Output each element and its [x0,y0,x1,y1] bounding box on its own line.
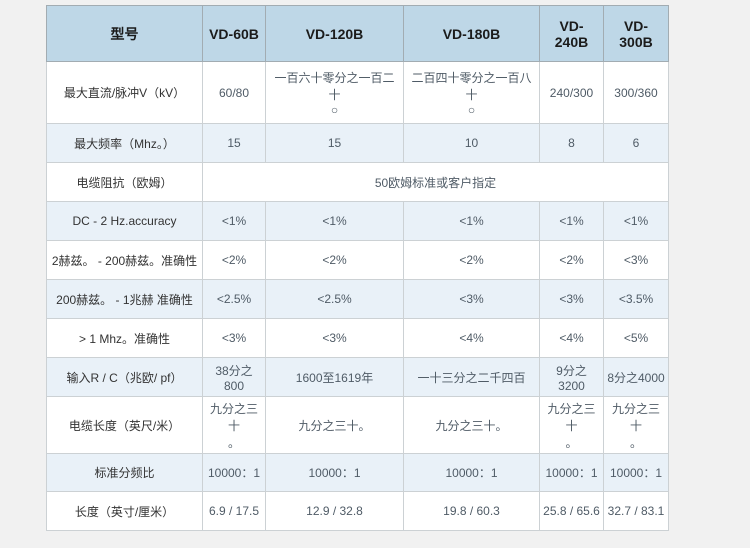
spec-value-cell: <1% [603,201,669,241]
spec-value-cell: 25.8 / 65.6 [539,491,604,531]
column-header-vd-60b: VD-60B [202,5,266,62]
spec-value-cell: <2.5% [202,279,266,319]
column-header-vd-240b: VD- 240B [539,5,604,62]
spec-value-cell: <2% [539,240,604,280]
spec-value-cell: 九分之三十 。 [603,396,669,454]
table-row-standard-division-ratio: 标准分频比 10000：1 10000：1 10000：1 10000：1 10… [46,453,669,492]
table-row-cable-impedance: 电缆阻抗（欧姆） 50欧姆标准或客户指定 [46,162,669,202]
spec-value-cell: <3% [539,279,604,319]
spec-value-cell: 9分之3200 [539,357,604,397]
spec-value-cell: <4% [403,318,540,358]
spec-value-cell: 一百六十零分之一百二十 ○ [265,61,404,124]
spec-value-cell: 15 [202,123,266,163]
spec-value-cell: <3% [603,240,669,280]
product-spec-table: 型号 VD-60B VD-120B VD-180B VD- 240B VD- 3… [46,5,669,531]
spec-value-cell: 6 [603,123,669,163]
spec-value-cell: 240/300 [539,61,604,124]
row-label: 200赫兹。 - 1兆赫 准确性 [46,279,203,319]
model-header: 型号 [46,5,203,62]
row-label: 标准分频比 [46,453,203,492]
spec-value-cell: <2% [265,240,404,280]
spec-value-cell: 九分之三十 。 [539,396,604,454]
spec-value-cell: <1% [539,201,604,241]
spec-table-container: 型号 VD-60B VD-120B VD-180B VD- 240B VD- 3… [46,5,669,531]
spec-value-cell: 38分之800 [202,357,266,397]
spec-value-cell: 1600至1619年 [265,357,404,397]
spec-value-cell: <2% [202,240,266,280]
spec-value-cell: 10000：1 [603,453,669,492]
table-row-length: 长度（英寸/厘米） 6.9 / 17.5 12.9 / 32.8 19.8 / … [46,491,669,531]
spec-value-cell: 10000：1 [403,453,540,492]
row-label: 最大直流/脉冲V（kV） [46,61,203,124]
row-label: 长度（英寸/厘米） [46,491,203,531]
spec-value-cell: 九分之三十 。 [202,396,266,454]
row-label: 电缆阻抗（欧姆） [46,162,203,202]
spec-value-cell: <3% [403,279,540,319]
spec-value-cell: <2.5% [265,279,404,319]
row-label: > 1 Mhz。准确性 [46,318,203,358]
spec-value-cell: <2% [403,240,540,280]
spec-value-cell: 15 [265,123,404,163]
spec-value-cell: <3% [265,318,404,358]
table-row-max-dc-pulse-voltage: 最大直流/脉冲V（kV） 60/80 一百六十零分之一百二十 ○ 二百四十零分之… [46,61,669,124]
spec-value-cell: 10 [403,123,540,163]
spec-value-cell: 九分之三十。 [403,396,540,454]
spec-value-cell: 19.8 / 60.3 [403,491,540,531]
table-row-2hz-200hz-accuracy: 2赫兹。 - 200赫兹。准确性 <2% <2% <2% <2% <3% [46,240,669,280]
table-row-200hz-1mhz-accuracy: 200赫兹。 - 1兆赫 准确性 <2.5% <2.5% <3% <3% <3.… [46,279,669,319]
column-header-vd-300b: VD- 300B [603,5,669,62]
spec-value-cell: 10000：1 [539,453,604,492]
merged-spec-value-cell: 50欧姆标准或客户指定 [202,162,669,202]
spec-value-cell: 6.9 / 17.5 [202,491,266,531]
spec-value-cell: 一十三分之二千四百 [403,357,540,397]
column-header-vd-180b: VD-180B [403,5,540,62]
spec-value-cell: 二百四十零分之一百八十 ○ [403,61,540,124]
spec-value-cell: 九分之三十。 [265,396,404,454]
spec-value-cell: <1% [202,201,266,241]
spec-value-cell: <5% [603,318,669,358]
spec-value-cell: 300/360 [603,61,669,124]
spec-value-cell: <1% [403,201,540,241]
spec-value-cell: 8 [539,123,604,163]
spec-value-cell: 8分之4000 [603,357,669,397]
row-label: 输入R / C（兆欧/ pf） [46,357,203,397]
row-label: 电缆长度（英尺/米） [46,396,203,454]
row-label: 最大频率（Mhz。） [46,123,203,163]
spec-value-cell: <3.5% [603,279,669,319]
spec-value-cell: 32.7 / 83.1 [603,491,669,531]
spec-value-cell: <4% [539,318,604,358]
spec-value-cell: 10000：1 [265,453,404,492]
column-header-vd-120b: VD-120B [265,5,404,62]
table-row-cable-length: 电缆长度（英尺/米） 九分之三十 。 九分之三十。 九分之三十。 九分之三十 。… [46,396,669,454]
table-row-input-rc: 输入R / C（兆欧/ pf） 38分之800 1600至1619年 一十三分之… [46,357,669,397]
row-label: DC - 2 Hz.accuracy [46,201,203,241]
spec-value-cell: <1% [265,201,404,241]
spec-value-cell: 10000：1 [202,453,266,492]
table-row-above-1mhz-accuracy: > 1 Mhz。准确性 <3% <3% <4% <4% <5% [46,318,669,358]
spec-value-cell: 60/80 [202,61,266,124]
spec-value-cell: <3% [202,318,266,358]
table-row-max-frequency: 最大频率（Mhz。） 15 15 10 8 6 [46,123,669,163]
row-label: 2赫兹。 - 200赫兹。准确性 [46,240,203,280]
header-row: 型号 VD-60B VD-120B VD-180B VD- 240B VD- 3… [46,5,669,62]
spec-value-cell: 12.9 / 32.8 [265,491,404,531]
table-row-dc-2hz-accuracy: DC - 2 Hz.accuracy <1% <1% <1% <1% <1% [46,201,669,241]
